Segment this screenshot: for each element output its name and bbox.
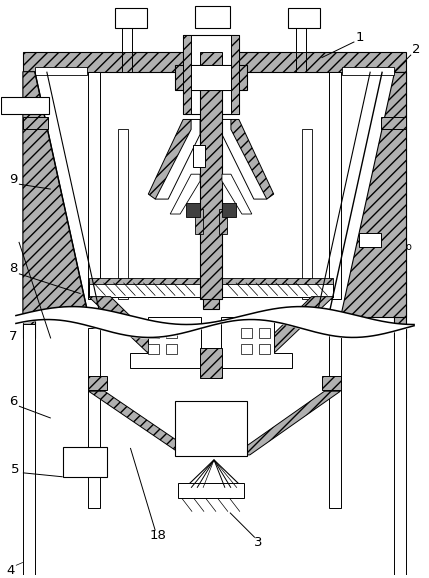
Polygon shape [394, 72, 406, 339]
Polygon shape [183, 65, 239, 90]
Polygon shape [185, 460, 243, 488]
Polygon shape [166, 344, 177, 354]
Polygon shape [170, 174, 200, 214]
Polygon shape [23, 72, 35, 339]
Polygon shape [186, 203, 200, 217]
Polygon shape [175, 401, 247, 456]
Polygon shape [394, 324, 406, 577]
Polygon shape [23, 324, 35, 577]
Polygon shape [88, 297, 168, 353]
Polygon shape [195, 209, 203, 234]
Text: 8: 8 [9, 262, 17, 275]
Text: 7: 7 [9, 330, 17, 343]
Polygon shape [222, 120, 267, 199]
Polygon shape [166, 328, 177, 339]
Polygon shape [23, 52, 406, 72]
Polygon shape [122, 52, 133, 72]
Polygon shape [122, 24, 133, 72]
Polygon shape [329, 328, 341, 507]
Polygon shape [148, 120, 191, 199]
Polygon shape [88, 376, 108, 390]
Polygon shape [222, 203, 236, 217]
Polygon shape [183, 35, 191, 114]
Polygon shape [1, 97, 49, 114]
Polygon shape [88, 281, 201, 297]
Polygon shape [118, 129, 128, 299]
Polygon shape [148, 344, 159, 354]
Polygon shape [221, 281, 333, 297]
Polygon shape [219, 209, 227, 234]
Polygon shape [195, 6, 230, 28]
Polygon shape [183, 35, 239, 114]
Polygon shape [221, 317, 292, 368]
Polygon shape [329, 72, 341, 299]
Polygon shape [296, 24, 305, 72]
Polygon shape [88, 277, 201, 284]
Polygon shape [254, 297, 333, 353]
Polygon shape [175, 65, 247, 90]
Polygon shape [234, 391, 341, 455]
Polygon shape [241, 344, 252, 354]
Polygon shape [231, 120, 274, 199]
Polygon shape [178, 483, 244, 498]
Polygon shape [231, 35, 239, 114]
Polygon shape [222, 174, 252, 214]
Polygon shape [221, 277, 333, 284]
Polygon shape [241, 328, 252, 339]
Polygon shape [203, 72, 219, 309]
Text: 6: 6 [9, 395, 17, 407]
Polygon shape [23, 72, 88, 317]
Polygon shape [200, 52, 222, 72]
Polygon shape [63, 447, 108, 477]
Text: 2: 2 [412, 43, 420, 56]
Text: 5: 5 [11, 464, 19, 476]
Polygon shape [35, 66, 87, 75]
Text: 3: 3 [254, 536, 262, 549]
Polygon shape [259, 328, 270, 339]
Polygon shape [288, 8, 320, 28]
Polygon shape [88, 328, 100, 507]
Polygon shape [200, 349, 222, 378]
Polygon shape [88, 72, 100, 299]
Text: 18: 18 [150, 529, 167, 542]
Polygon shape [341, 72, 406, 317]
Text: 4: 4 [7, 564, 15, 577]
Polygon shape [115, 8, 147, 28]
Polygon shape [200, 72, 222, 299]
Text: 1: 1 [355, 31, 364, 45]
Polygon shape [88, 391, 198, 455]
Text: o: o [405, 242, 411, 252]
Polygon shape [360, 233, 381, 247]
Polygon shape [302, 129, 311, 299]
Text: 9: 9 [9, 173, 17, 186]
Polygon shape [381, 117, 406, 129]
Polygon shape [130, 317, 201, 368]
Polygon shape [342, 66, 394, 75]
Polygon shape [296, 52, 305, 72]
Polygon shape [155, 120, 200, 199]
Polygon shape [23, 117, 48, 129]
Polygon shape [193, 145, 205, 167]
Polygon shape [321, 376, 341, 390]
Polygon shape [148, 328, 159, 339]
Polygon shape [259, 344, 270, 354]
